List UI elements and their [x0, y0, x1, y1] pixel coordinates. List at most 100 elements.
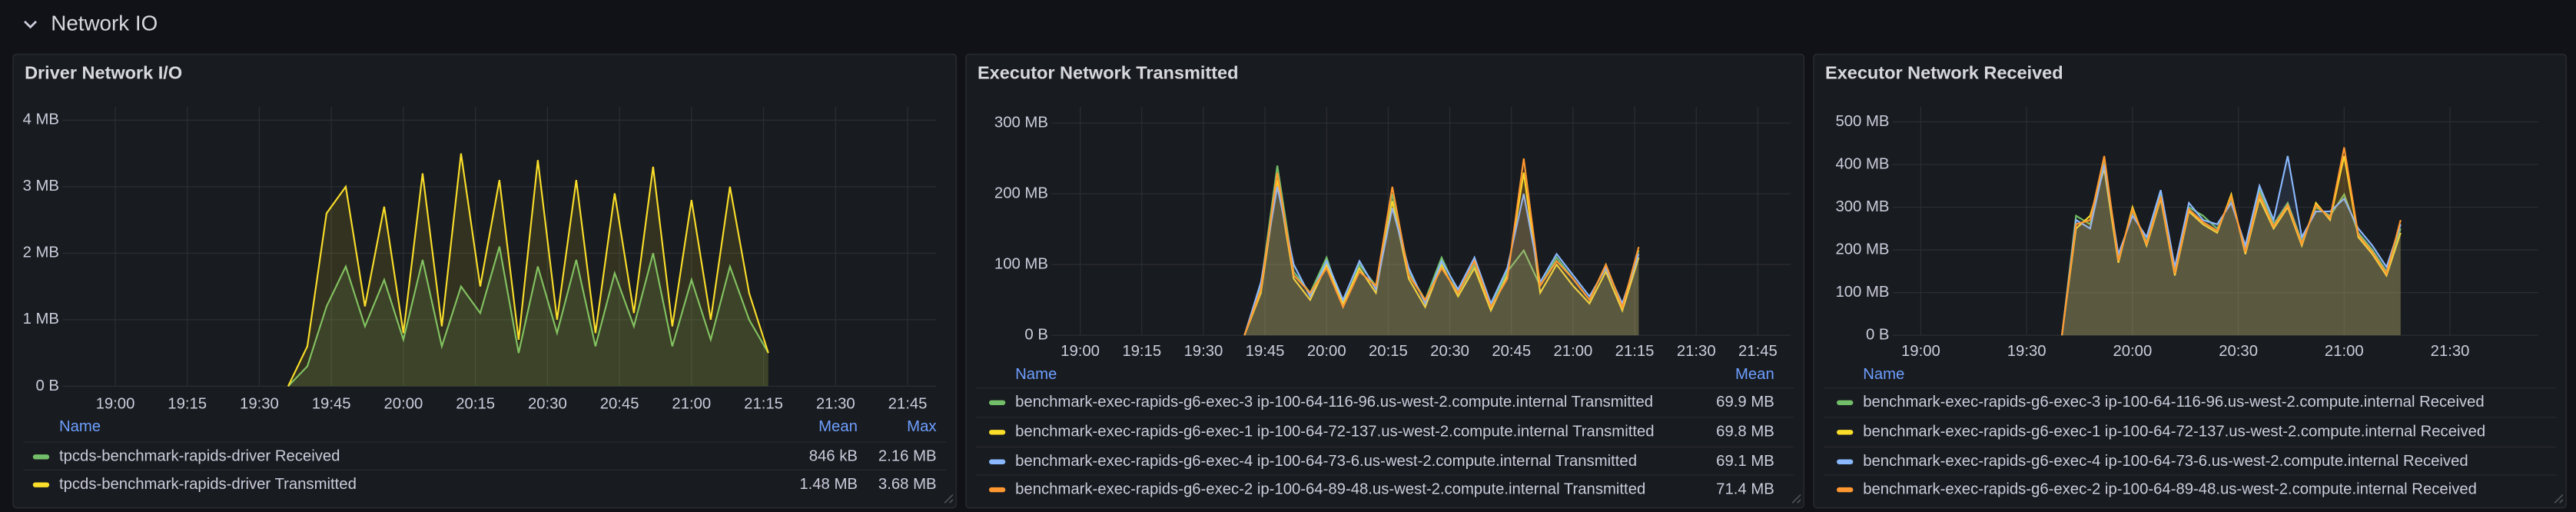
legend-swatch — [1837, 430, 1854, 435]
y-tick-label: 0 B — [1024, 327, 1047, 344]
x-tick-label: 19:00 — [1061, 343, 1100, 360]
series-line — [287, 153, 769, 387]
panel-title: Executor Network Transmitted — [978, 62, 1239, 82]
legend-stat: 69.8 MB — [1716, 424, 1774, 441]
legend-swatch — [988, 459, 1006, 464]
legend-header: Name — [1015, 366, 1057, 383]
resize-handle — [2554, 494, 2564, 504]
x-tick-label: 19:30 — [2007, 343, 2047, 360]
legend-stat: 846 kB — [809, 448, 858, 465]
legend-stat: 2.16 MB — [878, 448, 937, 465]
panel-title: Driver Network I/O — [25, 62, 182, 82]
x-tick-label: 21:00 — [1554, 343, 1593, 360]
legend-header: Mean — [818, 418, 858, 435]
resize-handle — [1791, 494, 1801, 504]
x-tick-label: 21:00 — [2325, 343, 2364, 360]
x-tick-label: 19:30 — [240, 395, 279, 412]
series-line — [2060, 155, 2402, 336]
x-tick-label: 19:15 — [168, 395, 207, 412]
x-tick-label: 19:30 — [1184, 343, 1223, 360]
y-tick-label: 100 MB — [1835, 284, 1889, 301]
x-tick-label: 20:15 — [1369, 343, 1408, 360]
y-tick-label: 100 MB — [994, 256, 1048, 273]
y-tick-label: 200 MB — [1835, 241, 1889, 258]
x-tick-label: 19:00 — [96, 395, 135, 412]
x-tick-label: 21:15 — [744, 395, 783, 412]
series-area — [2062, 155, 2401, 336]
y-tick-label: 2 MB — [23, 244, 59, 261]
x-tick-label: 20:45 — [600, 395, 639, 412]
legend-header: Name — [1863, 366, 1904, 383]
x-tick-label: 20:00 — [384, 395, 423, 412]
y-tick-label: 0 B — [1866, 327, 1889, 344]
series-area — [287, 246, 768, 387]
legend-stat: 1.48 MB — [799, 476, 858, 493]
panel — [1813, 53, 2568, 509]
row-title[interactable]: Network IO — [51, 11, 158, 35]
y-tick-label: 0 B — [35, 377, 58, 394]
series-line — [1243, 172, 1640, 336]
x-tick-label: 21:00 — [672, 395, 711, 412]
y-tick-label: 3 MB — [23, 178, 59, 194]
x-tick-label: 21:45 — [888, 395, 928, 412]
x-tick-label: 20:30 — [1430, 343, 1469, 360]
y-tick-label: 400 MB — [1835, 155, 1889, 172]
x-tick-label: 19:45 — [1246, 343, 1285, 360]
legend-name[interactable]: benchmark-exec-rapids-g6-exec-2 ip-100-6… — [1015, 480, 1645, 497]
series-area — [2062, 160, 2401, 336]
x-tick-label: 21:45 — [1738, 343, 1778, 360]
y-tick-label: 200 MB — [994, 185, 1048, 202]
series-line — [287, 246, 769, 387]
x-tick-label: 19:45 — [312, 395, 351, 412]
series-area — [1244, 158, 1639, 336]
panel — [965, 53, 1805, 509]
panel — [12, 53, 958, 509]
x-tick-label: 21:30 — [1677, 343, 1716, 360]
x-tick-label: 21:30 — [816, 395, 855, 412]
series-area — [2062, 155, 2401, 336]
resize-handle — [944, 494, 954, 504]
collapse-icon[interactable] — [24, 20, 38, 29]
legend-name[interactable]: benchmark-exec-rapids-g6-exec-4 ip-100-6… — [1015, 453, 1637, 470]
legend-name[interactable]: benchmark-exec-rapids-g6-exec-3 ip-100-6… — [1863, 394, 2485, 411]
series-area — [2062, 147, 2401, 336]
x-tick-label: 20:45 — [1492, 343, 1531, 360]
legend-swatch — [988, 400, 1006, 406]
legend-stat: 69.1 MB — [1716, 453, 1774, 470]
legend-swatch — [1837, 400, 1854, 406]
legend-name[interactable]: benchmark-exec-rapids-g6-exec-1 ip-100-6… — [1015, 424, 1654, 441]
x-tick-label: 20:30 — [528, 395, 567, 412]
legend-swatch — [1837, 459, 1854, 464]
y-tick-label: 300 MB — [1835, 198, 1889, 215]
x-tick-label: 21:15 — [1615, 343, 1655, 360]
series-line — [2060, 147, 2402, 336]
y-tick-label: 300 MB — [994, 115, 1048, 131]
x-tick-label: 20:00 — [2113, 343, 2152, 360]
legend-stat: 3.68 MB — [878, 476, 937, 493]
x-tick-label: 19:15 — [1122, 343, 1161, 360]
legend-swatch — [988, 487, 1006, 493]
legend-header: Max — [907, 418, 936, 435]
x-tick-label: 20:30 — [2219, 343, 2258, 360]
legend-name[interactable]: benchmark-exec-rapids-g6-exec-3 ip-100-6… — [1015, 394, 1653, 411]
legend-name[interactable]: benchmark-exec-rapids-g6-exec-2 ip-100-6… — [1863, 480, 2477, 497]
x-tick-label: 21:30 — [2431, 343, 2470, 360]
legend-header: Mean — [1735, 366, 1774, 383]
legend-stat: 69.9 MB — [1716, 394, 1774, 411]
legend-name[interactable]: benchmark-exec-rapids-g6-exec-4 ip-100-6… — [1863, 453, 2468, 470]
series-line — [1243, 158, 1640, 336]
legend-swatch — [1837, 487, 1854, 493]
legend-swatch — [988, 430, 1006, 435]
y-tick-label: 4 MB — [23, 111, 59, 128]
x-tick-label: 19:00 — [1901, 343, 1940, 360]
legend-swatch — [32, 482, 50, 487]
legend-name[interactable]: tpcds-benchmark-rapids-driver Received — [59, 448, 340, 465]
legend-name[interactable]: benchmark-exec-rapids-g6-exec-1 ip-100-6… — [1863, 424, 2485, 441]
x-tick-label: 20:15 — [456, 395, 495, 412]
legend-stat: 71.4 MB — [1716, 480, 1774, 497]
series-area — [1244, 172, 1639, 336]
series-line — [1243, 186, 1640, 336]
y-tick-label: 1 MB — [23, 311, 59, 327]
legend-name[interactable]: tpcds-benchmark-rapids-driver Transmitte… — [59, 476, 357, 493]
